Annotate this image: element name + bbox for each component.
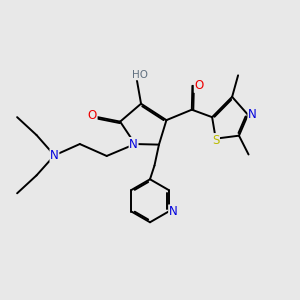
Text: N: N xyxy=(129,137,138,151)
Text: S: S xyxy=(212,134,219,147)
Text: O: O xyxy=(194,79,204,92)
Text: O: O xyxy=(88,109,97,122)
Text: N: N xyxy=(50,149,59,162)
Text: N: N xyxy=(169,205,178,218)
Text: N: N xyxy=(248,108,257,121)
Text: HO: HO xyxy=(131,70,148,80)
